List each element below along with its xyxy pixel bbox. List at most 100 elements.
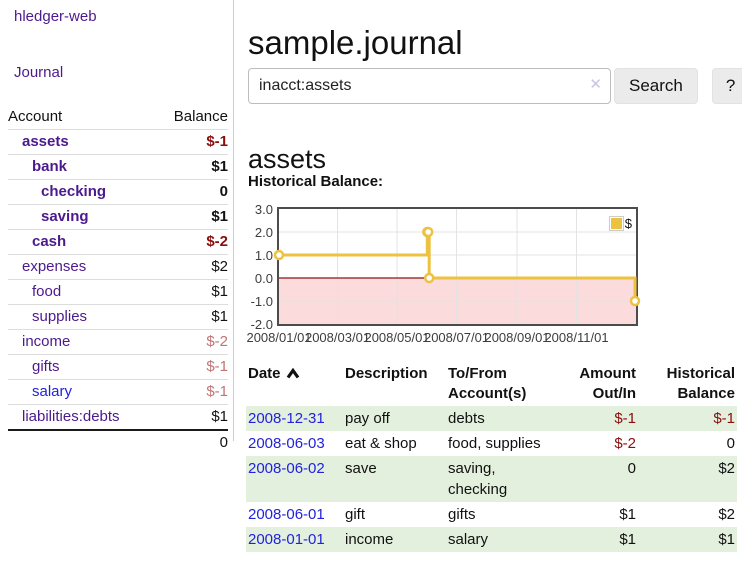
account-link[interactable]: gifts: [32, 358, 60, 375]
chart-legend: $: [608, 216, 632, 231]
transaction-amount: $-1: [551, 406, 638, 431]
search-bar: ✕ Search ?: [248, 68, 742, 104]
transaction-row: 2008-06-01 gift gifts $1 $2: [246, 502, 737, 527]
y-tick-label: -2.0: [250, 317, 273, 332]
account-balance: $1: [211, 408, 228, 425]
x-tick-label: 2008/07/01: [423, 330, 490, 345]
y-tick-label: 3.0: [254, 202, 273, 217]
account-column-header: Account: [8, 108, 63, 125]
y-tick-label: 1.0: [254, 248, 273, 263]
legend-color-swatch: [608, 216, 624, 231]
account-row: checking 0: [8, 180, 228, 205]
transaction-date-link[interactable]: 2008-06-01: [248, 506, 325, 523]
transaction-balance: $-1: [638, 406, 737, 431]
account-balance: $1: [211, 158, 228, 175]
register-header-row: Date Description To/From Account(s) Amou…: [246, 362, 737, 406]
chart-plot-area: $: [273, 207, 641, 326]
transaction-accounts: salary: [446, 527, 551, 552]
account-link[interactable]: expenses: [22, 258, 87, 275]
amount-header-line2: Out/In: [592, 385, 636, 402]
column-header-amount[interactable]: Amount Out/In: [551, 362, 638, 406]
account-link[interactable]: supplies: [32, 308, 88, 325]
date-header-label: Date: [248, 365, 281, 382]
chart-title: Historical Balance:: [248, 173, 384, 190]
transaction-balance: $2: [718, 506, 735, 523]
sidebar-item-journal[interactable]: Journal: [14, 64, 64, 81]
accounts-header-line2: Account(s): [448, 385, 527, 402]
transaction-row: 2008-01-01 income salary $1 $1: [246, 527, 737, 552]
account-link[interactable]: food: [32, 283, 62, 300]
account-row: cash $-2: [8, 230, 228, 255]
transaction-description: pay off: [343, 406, 446, 431]
y-tick-label: 2.0: [254, 225, 273, 240]
account-balance: $-2: [206, 233, 228, 250]
transaction-amount: 0: [551, 456, 638, 502]
account-row: income $-2: [8, 330, 228, 355]
account-balance: $-1: [206, 383, 228, 400]
account-link[interactable]: saving: [41, 208, 89, 225]
transaction-row: 2008-06-02 save saving, checking 0 $2: [246, 456, 737, 502]
account-balance: $-1: [206, 133, 228, 150]
transaction-balance: $2: [638, 456, 737, 502]
transaction-row: 2008-12-31 pay off debts $-1 $-1: [246, 406, 737, 431]
column-header-balance[interactable]: Historical Balance: [638, 362, 737, 406]
account-link[interactable]: liabilities:debts: [22, 408, 120, 425]
transaction-accounts: food, supplies: [448, 435, 541, 452]
balance-header-line2: Balance: [677, 385, 735, 402]
transaction-amount: $1: [619, 506, 636, 523]
account-link[interactable]: income: [22, 333, 71, 350]
column-header-date[interactable]: Date: [246, 362, 343, 406]
account-balance: $1: [211, 283, 228, 300]
column-header-description[interactable]: Description: [343, 362, 446, 406]
account-balance: 0: [219, 183, 228, 200]
x-tick-label: 2008/01/01: [246, 330, 312, 345]
total-balance: 0: [219, 434, 228, 451]
account-balance: $-1: [206, 358, 228, 375]
account-link[interactable]: bank: [32, 158, 68, 175]
account-row: supplies $1: [8, 305, 228, 330]
transaction-date-link[interactable]: 2008-06-02: [248, 460, 325, 477]
legend-label: $: [624, 216, 632, 231]
transaction-accounts: gifts: [448, 506, 476, 523]
brand-link[interactable]: hledger-web: [14, 8, 97, 25]
account-balance: $-2: [206, 333, 228, 350]
account-row: food $1: [8, 280, 228, 305]
search-button[interactable]: Search: [614, 68, 698, 104]
account-balance: $1: [211, 308, 228, 325]
register-table: Date Description To/From Account(s) Amou…: [246, 362, 737, 552]
transaction-accounts: saving, checking: [446, 456, 551, 502]
account-row: bank $1: [8, 155, 228, 180]
account-row: assets $-1: [8, 130, 228, 155]
transaction-description: gift: [345, 506, 366, 523]
chart-x-axis: 2008/01/01 2008/03/01 2008/05/01 2008/07/01…: [246, 330, 636, 346]
x-tick-label: 2008/03/01: [304, 330, 371, 345]
search-input[interactable]: [248, 68, 611, 104]
transaction-balance: $1: [638, 527, 737, 552]
account-link[interactable]: assets: [22, 133, 69, 150]
transaction-date-link[interactable]: 2008-12-31: [248, 410, 325, 427]
account-row: gifts $-1: [8, 355, 228, 380]
balance-column-header: Balance: [173, 108, 228, 125]
chart-canvas: [273, 209, 641, 324]
transaction-description: income: [343, 527, 446, 552]
register-rows: 2008-12-31 pay off debts $-1 $-1 2008-06…: [246, 406, 737, 552]
account-heading: assets: [248, 144, 327, 175]
transaction-description: eat & shop: [345, 435, 417, 452]
transaction-balance: 0: [726, 435, 735, 452]
sort-ascending-icon: [286, 367, 299, 379]
clear-search-icon[interactable]: ✕: [589, 76, 602, 93]
account-link[interactable]: salary: [32, 383, 73, 400]
column-header-accounts[interactable]: To/From Account(s): [446, 362, 551, 406]
transaction-description: save: [343, 456, 446, 502]
account-link[interactable]: cash: [32, 233, 67, 250]
transaction-date-link[interactable]: 2008-06-03: [248, 435, 325, 452]
account-row: liabilities:debts $1: [8, 405, 228, 429]
transaction-date-link[interactable]: 2008-01-01: [248, 531, 325, 548]
account-rows: assets $-1 bank $1 checking 0 saving $1 …: [8, 130, 228, 429]
account-row: saving $1: [8, 205, 228, 230]
accounts-total-row: 0: [8, 429, 228, 455]
description-header-label: Description: [345, 365, 428, 382]
help-button[interactable]: ?: [711, 68, 742, 104]
accounts-header-line1: To/From: [448, 365, 507, 382]
account-link[interactable]: checking: [41, 183, 107, 200]
